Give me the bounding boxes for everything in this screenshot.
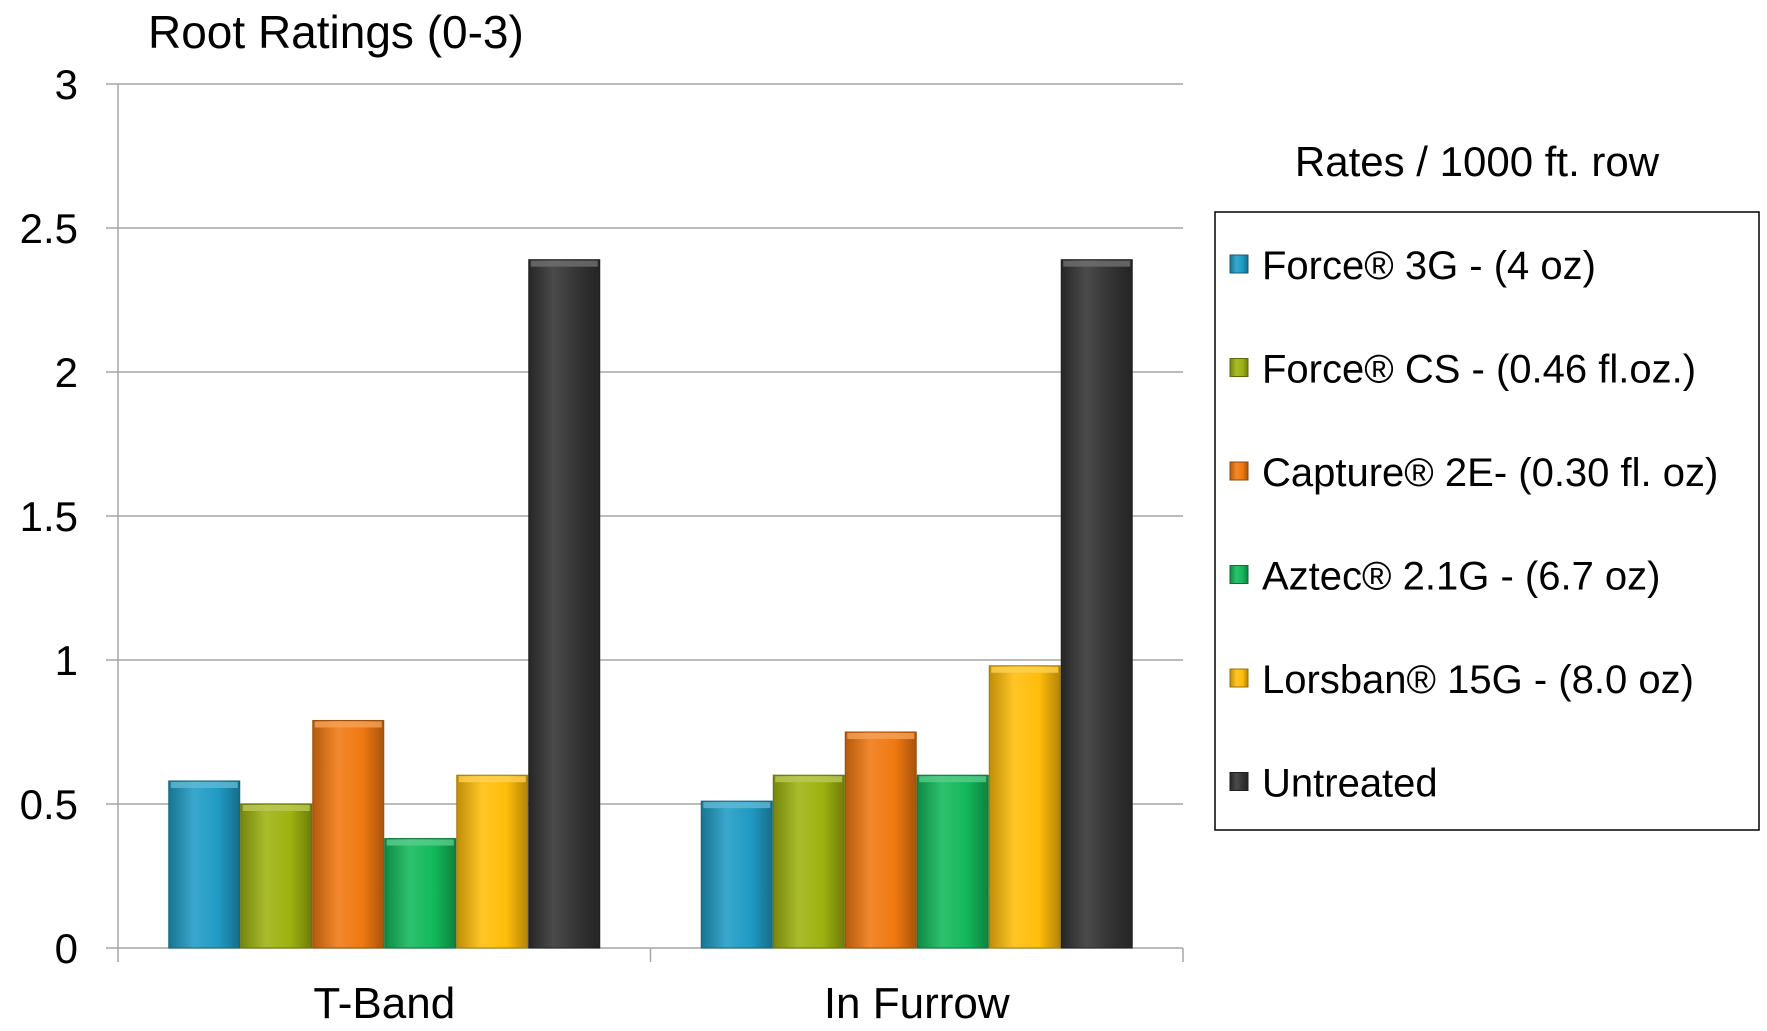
x-tick-label: T-Band [313,979,455,1026]
bar-highlight [530,260,598,267]
x-tick-label: In Furrow [824,979,1010,1026]
bar-highlight [703,802,771,809]
bar-highlight [919,776,987,783]
chart-title: Root Ratings (0-3) [148,6,524,58]
legend-swatch [1229,254,1249,274]
bar [240,803,313,949]
bars [168,259,1133,949]
legend-label: Aztec® 2.1G - (6.7 oz) [1262,555,1661,599]
legend-label: Capture® 2E- (0.30 fl. oz) [1262,451,1718,495]
bar [700,800,773,949]
legend-box [1214,211,1760,831]
bar [384,838,457,949]
bar [988,665,1061,949]
legend-label: Lorsban® 15G - (8.0 oz) [1262,658,1694,702]
legend-label: Untreated [1262,762,1438,806]
bar [528,259,601,949]
bar-highlight [242,805,310,811]
bar-highlight [991,666,1059,673]
y-tick-label: 1 [55,637,78,684]
bar [456,774,529,949]
bar [1060,259,1133,949]
y-tick-label: 2 [55,349,78,396]
y-tick-label: 0 [55,925,78,972]
legend-label: Force® CS - (0.46 fl.oz.) [1262,348,1696,392]
legend-swatch [1229,461,1249,481]
bar-highlight [775,776,843,783]
bar-highlight [847,733,915,739]
bar [168,780,241,949]
bar [312,719,385,949]
legend-title: Rates / 1000 ft. row [1295,138,1660,185]
legend-label: Force® 3G - (4 oz) [1262,244,1596,288]
y-tick-label: 2.5 [20,205,78,252]
bar-highlight [1063,260,1131,267]
bar-highlight [458,776,526,783]
legend-swatch [1229,358,1249,377]
bar-highlight [314,721,382,728]
bar [916,774,989,949]
y-tick-label: 0.5 [20,781,78,828]
bar [772,774,845,949]
bar-highlight [386,839,454,846]
legend-swatch [1229,772,1249,791]
y-tick-label: 1.5 [20,493,78,540]
y-tick-label: 3 [55,61,78,108]
legend-swatch [1229,565,1249,584]
legend-swatch [1229,668,1249,688]
bar-highlight [170,781,238,788]
bar [844,731,917,949]
legend: Rates / 1000 ft. row Force® 3G - (4 oz) Fo… [1214,138,1760,831]
